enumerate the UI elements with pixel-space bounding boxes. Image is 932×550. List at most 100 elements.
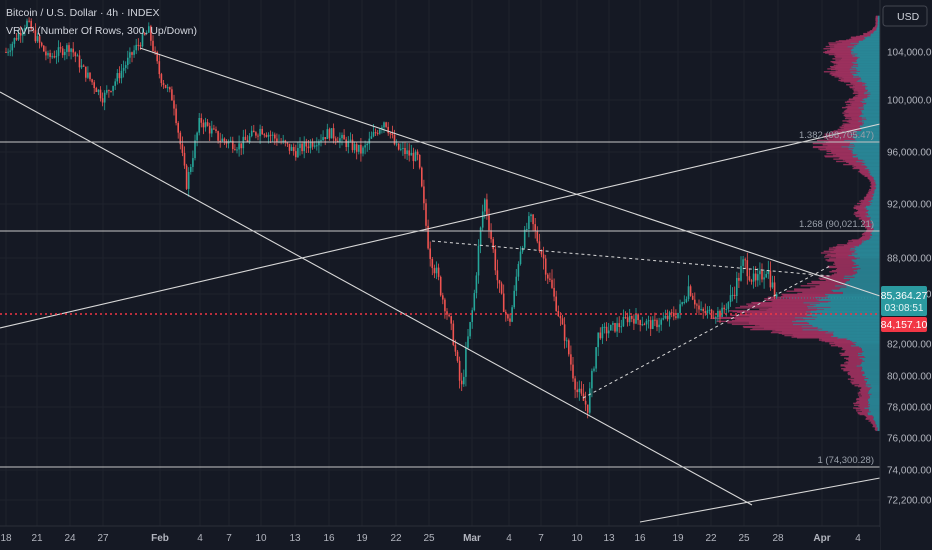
- profile-bar-up: [877, 19, 880, 21]
- candle-body: [402, 147, 404, 149]
- lower-channel-line: [639, 477, 881, 523]
- profile-bar-up: [861, 242, 880, 244]
- candle-body: [442, 295, 444, 300]
- candle-body: [664, 315, 667, 319]
- profile-bar-up: [862, 110, 880, 112]
- candle-body: [30, 20, 32, 30]
- symbol-title[interactable]: Bitcoin / U.S. Dollar · 4h · INDEX: [6, 7, 159, 19]
- candle-body: [763, 277, 765, 280]
- candle-body: [521, 247, 524, 252]
- profile-bar-down: [825, 147, 854, 149]
- candle-body: [66, 45, 68, 52]
- profile-bar-down: [831, 74, 854, 77]
- profile-bar-up: [866, 380, 880, 382]
- candle-body: [171, 89, 173, 101]
- profile-bar-down: [818, 277, 844, 279]
- profile-bar-up: [823, 308, 880, 311]
- profile-bar-down: [869, 191, 875, 193]
- profile-bar-down: [858, 394, 869, 396]
- profile-bar-down: [819, 284, 851, 286]
- price-axis-panel[interactable]: [880, 0, 932, 550]
- candle-body: [95, 88, 98, 93]
- candle-body: [297, 147, 299, 158]
- profile-bar-up: [865, 375, 880, 378]
- candle-body: [379, 129, 381, 134]
- profile-bar-down: [827, 253, 852, 256]
- profile-bar-down: [857, 209, 869, 211]
- candle-body: [702, 309, 704, 312]
- profile-bar-down: [845, 106, 865, 108]
- price-tick-label: 78,000.00: [887, 403, 932, 414]
- profile-bar-down: [823, 71, 851, 73]
- profile-bar-down: [856, 206, 867, 208]
- profile-bar-down: [832, 246, 856, 248]
- candle-body: [647, 320, 650, 322]
- profile-bar-down: [848, 240, 862, 242]
- candle-body: [80, 65, 83, 68]
- profile-bar-up: [825, 295, 880, 297]
- profile-bar-down: [830, 251, 855, 253]
- candle-body: [265, 135, 268, 137]
- profile-bar-up: [833, 332, 880, 335]
- currency-button-label[interactable]: USD: [897, 11, 920, 23]
- profile-bar-up: [870, 387, 880, 390]
- candle-body: [660, 319, 662, 325]
- profile-bar-up: [857, 272, 880, 274]
- profile-bar-up: [862, 103, 880, 106]
- profile-bar-down: [760, 304, 817, 306]
- candle-body: [656, 320, 658, 328]
- candle-body: [578, 388, 581, 393]
- profile-bar-down: [848, 360, 865, 362]
- profile-bar-down: [829, 66, 851, 68]
- profile-bar-up: [871, 225, 880, 227]
- profile-bar-up: [830, 300, 880, 302]
- profile-bar-up: [853, 135, 880, 138]
- profile-bar-up: [851, 253, 880, 256]
- profile-bar-down: [865, 231, 872, 233]
- profile-bar-down: [851, 382, 866, 384]
- candle-body: [463, 376, 465, 385]
- candle-body: [135, 44, 137, 51]
- profile-bar-up: [862, 161, 880, 163]
- profile-bar-down: [834, 55, 858, 58]
- profile-bar-up: [871, 223, 880, 226]
- candle-body: [748, 276, 751, 281]
- profile-bar-up: [849, 339, 880, 341]
- profile-bar-down: [770, 298, 817, 301]
- profile-bar-down: [874, 426, 878, 429]
- time-axis-panel[interactable]: [0, 527, 880, 550]
- profile-bar-down: [841, 368, 862, 370]
- profile-bar-up: [871, 226, 880, 228]
- candle-body: [129, 52, 131, 58]
- currency-button-bg[interactable]: [882, 5, 928, 27]
- profile-bar-down: [868, 176, 874, 178]
- profile-bar-down: [824, 340, 853, 343]
- candle-body: [364, 145, 366, 148]
- candle-body: [635, 314, 637, 324]
- candle-body: [534, 224, 536, 231]
- profile-bar-up: [858, 40, 880, 43]
- profile-bar-down: [825, 45, 848, 48]
- profile-bar-up: [852, 340, 880, 343]
- profile-bar-down: [794, 289, 832, 291]
- candle-body: [55, 55, 58, 58]
- candle-body: [19, 33, 22, 36]
- profile-bar-down: [854, 377, 869, 379]
- descending-trendline-upper: [139, 47, 881, 297]
- profile-bar-down: [828, 140, 857, 142]
- profile-bar-up: [855, 262, 880, 264]
- profile-bar-up: [866, 94, 880, 97]
- profile-bar-down: [844, 362, 862, 364]
- profile-bar-up: [865, 215, 880, 217]
- candle-body: [523, 229, 526, 248]
- profile-bar-down: [834, 273, 856, 275]
- profile-bar-down: [875, 16, 878, 18]
- profile-bar-down: [829, 49, 851, 51]
- indicator-title[interactable]: VRVP (Number Of Rows, 300, Up/Down): [6, 25, 197, 37]
- candle-body: [563, 324, 566, 341]
- price-tick-label: 76,000.00: [887, 434, 932, 445]
- candle-body: [450, 316, 452, 324]
- profile-bar-up: [870, 232, 880, 235]
- currency-button[interactable]: USD: [882, 5, 928, 27]
